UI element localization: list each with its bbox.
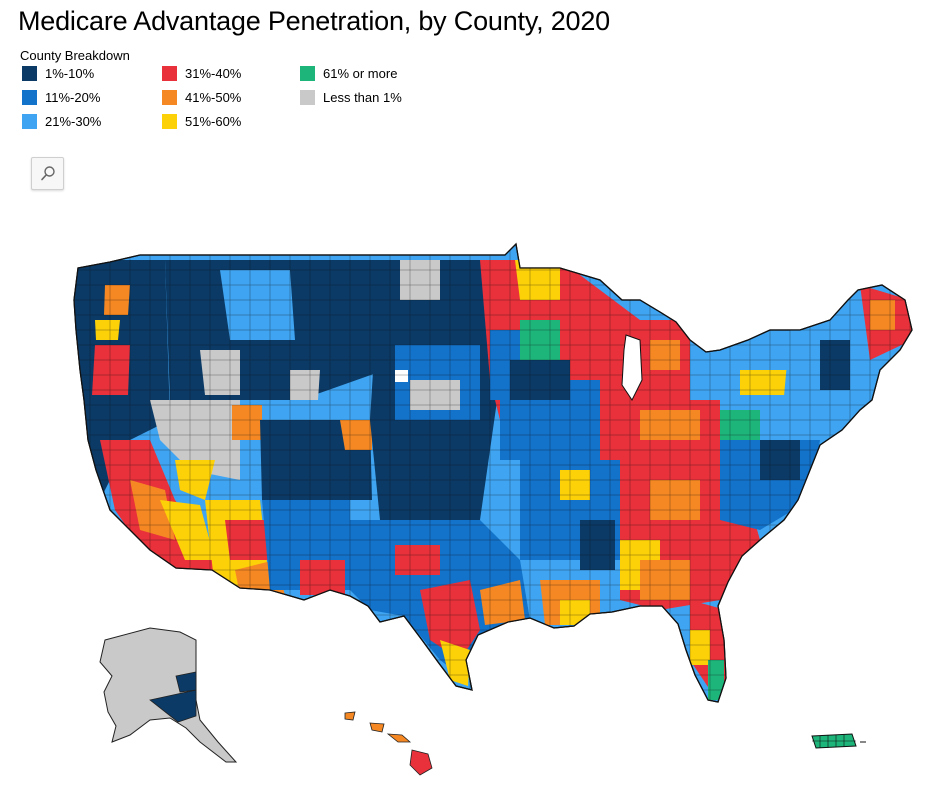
legend-swatch <box>22 114 37 129</box>
legend-item-1-10[interactable]: 1%-10% <box>22 66 94 81</box>
zoom-button[interactable] <box>31 157 64 190</box>
county-borders <box>74 250 912 702</box>
region-miami <box>708 660 724 700</box>
region-north-dakota-gray <box>400 260 440 300</box>
region-nebraska-gray <box>410 380 460 410</box>
legend-swatch <box>162 90 177 105</box>
legend-swatch <box>22 90 37 105</box>
region-tennessee <box>650 480 700 520</box>
region-montana-west <box>220 270 295 340</box>
region-georgia-orange <box>640 560 690 600</box>
legend-item-11-20[interactable]: 11%-20% <box>22 90 100 105</box>
region-minnesota-green <box>520 320 560 360</box>
legend-label: 31%-40% <box>185 66 242 81</box>
region-western-ny <box>740 370 790 395</box>
legend-swatch <box>300 66 315 81</box>
legend-swatch <box>162 114 177 129</box>
legend-item-31-40[interactable]: 31%-40% <box>162 66 241 81</box>
puerto-rico <box>811 733 866 749</box>
legend-label: 21%-30% <box>45 114 102 129</box>
region-wyoming-gray <box>290 370 320 400</box>
region-iowa-dark <box>510 360 570 400</box>
region-southern-california <box>160 500 215 560</box>
region-oregon-red <box>92 345 130 395</box>
region-idaho-gray <box>200 350 240 395</box>
legend-item-61-plus[interactable]: 61% or more <box>300 66 397 81</box>
legend-label: 11%-20% <box>45 90 101 105</box>
region-missouri-yellow <box>560 470 590 500</box>
region-mississippi-delta <box>580 520 615 570</box>
region-texas-south <box>440 640 470 686</box>
legend-label: 51%-60% <box>185 114 242 129</box>
legend-item-51-60[interactable]: 51%-60% <box>162 114 241 129</box>
region-vermont-nh <box>820 340 850 390</box>
legend-item-41-50[interactable]: 41%-50% <box>162 90 241 105</box>
legend-title: County Breakdown <box>20 48 130 63</box>
region-michigan-orange <box>650 340 680 370</box>
region-utah-orange <box>232 405 262 440</box>
legend-item-less-than-1[interactable]: Less than 1% <box>300 90 402 105</box>
legend-swatch <box>300 90 315 105</box>
contiguous-us <box>73 243 913 703</box>
region-houston <box>480 580 525 625</box>
legend-label: 61% or more <box>323 66 398 81</box>
hawaii <box>344 711 433 776</box>
alaska <box>99 627 238 763</box>
legend-label: Less than 1% <box>323 90 402 105</box>
region-florida-central <box>690 630 710 665</box>
search-icon <box>41 166 55 181</box>
lake-michigan <box>621 334 643 401</box>
region-virginia <box>760 440 800 480</box>
legend-label: 1%-10% <box>45 66 95 81</box>
region-white-county <box>395 370 408 382</box>
legend-item-21-30[interactable]: 21%-30% <box>22 114 101 129</box>
region-new-orleans <box>560 600 590 625</box>
region-minnesota-north <box>515 260 560 300</box>
region-pittsburgh <box>720 410 760 440</box>
legend-swatch <box>22 66 37 81</box>
region-new-mexico-south <box>300 560 345 595</box>
region-texas-north <box>395 545 440 575</box>
legend-swatch <box>162 66 177 81</box>
legend-label: 41%-50% <box>185 90 242 105</box>
page-title: Medicare Advantage Penetration, by Count… <box>18 6 610 36</box>
